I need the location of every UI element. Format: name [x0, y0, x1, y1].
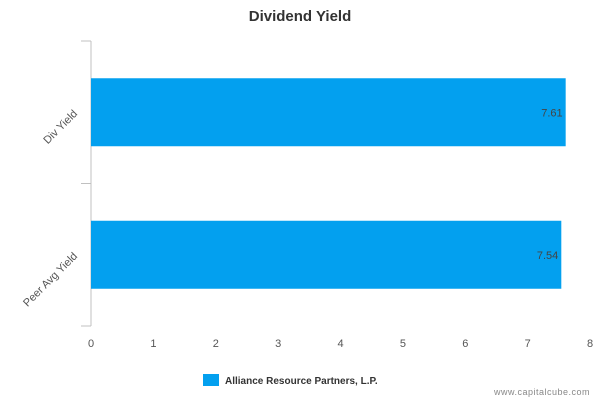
x-tick-label: 3: [275, 338, 281, 350]
category-label: Peer Avg Yield: [21, 250, 80, 309]
bar-div-yield: [91, 78, 566, 147]
plot-area: 7.61 7.54: [81, 40, 566, 327]
x-tick-label: 1: [150, 338, 156, 350]
x-tick-label: 2: [213, 338, 219, 350]
data-label: 7.61: [541, 107, 562, 119]
x-axis-ticks: 0 1 2 3 4 5 6 7 8: [88, 338, 593, 350]
x-tick-label: 4: [337, 338, 343, 350]
watermark: www.capitalcube.com: [493, 387, 590, 397]
data-label: 7.54: [537, 250, 558, 262]
x-tick-label: 7: [525, 338, 531, 350]
chart-title: Dividend Yield: [249, 8, 352, 25]
bar-peer-avg-yield: [91, 220, 562, 289]
x-tick-label: 0: [88, 338, 94, 350]
category-label: Div Yield: [41, 108, 80, 147]
legend: Alliance Resource Partners, L.P.: [203, 374, 378, 387]
legend-label: Alliance Resource Partners, L.P.: [225, 376, 378, 387]
x-tick-label: 6: [462, 338, 468, 350]
category-labels: Div Yield Peer Avg Yield: [21, 108, 80, 309]
x-tick-label: 5: [400, 338, 406, 350]
legend-swatch: [203, 374, 219, 386]
x-tick-label: 8: [587, 338, 593, 350]
